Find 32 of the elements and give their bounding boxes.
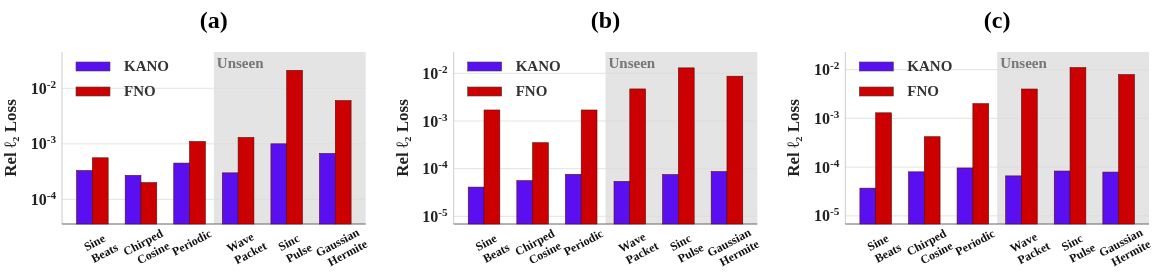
band-label: Unseen: [608, 55, 656, 71]
chart-title: (b): [590, 7, 621, 33]
legend-label: FNO: [907, 83, 940, 99]
legend-label: KANO: [907, 58, 953, 74]
legend-label: KANO: [124, 58, 169, 74]
y-tick-label: 10$^{-4}$: [814, 156, 840, 176]
y-axis-title: Rel ℓ₂ Loss: [784, 98, 804, 177]
x-tick-label: Sinc Pulse: [1059, 230, 1099, 266]
x-tick-label: Sine Beats: [81, 230, 121, 266]
y-tick-label: 10$^{-3}$: [422, 110, 449, 130]
x-tick-label: Sinc Pulse: [275, 230, 315, 266]
y-axis-title: Rel ℓ₂ Loss: [392, 98, 412, 177]
y-tick-label: 10$^{-2}$: [422, 62, 449, 82]
y-tick-label: 10$^{-5}$: [814, 205, 840, 225]
y-tick-label: 10$^{-3}$: [814, 107, 840, 127]
y-tick-label: 10$^{-4}$: [422, 158, 449, 178]
legend-label: FNO: [124, 83, 156, 99]
y-tick-label: 10$^{-5}$: [422, 205, 449, 225]
band-label: Unseen: [216, 55, 265, 71]
legend-label: FNO: [515, 83, 548, 99]
x-tick-label: Sine Beats: [473, 230, 513, 266]
y-tick-label: 10$^{-2}$: [30, 77, 57, 97]
y-tick-label: 10$^{-4}$: [30, 188, 57, 208]
legend-label: KANO: [515, 58, 561, 74]
chart-title: (a): [199, 7, 228, 33]
chart-title: (c): [983, 7, 1011, 33]
x-tick-label: Sine Beats: [864, 230, 904, 266]
band-label: Unseen: [1000, 55, 1048, 71]
y-axis-title: Rel ℓ₂ Loss: [1, 98, 20, 177]
x-tick-label: Sinc Pulse: [667, 230, 707, 266]
y-tick-label: 10$^{-2}$: [814, 59, 840, 79]
y-tick-label: 10$^{-3}$: [30, 133, 57, 153]
